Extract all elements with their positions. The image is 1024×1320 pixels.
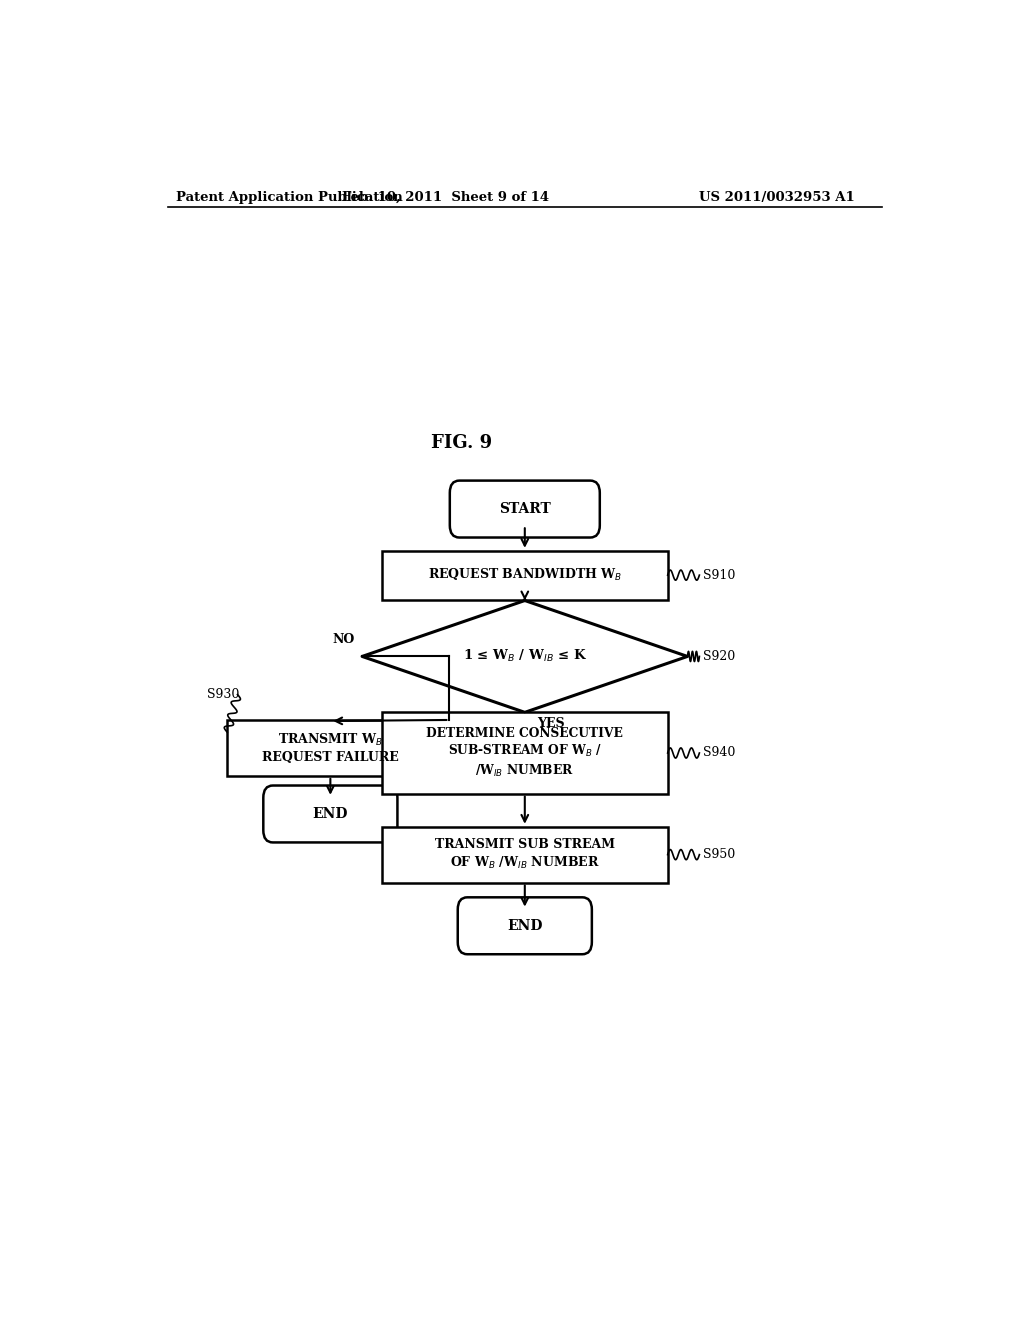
Text: TRANSMIT SUB STREAM
OF W$_B$ /W$_{IB}$ NUMBER: TRANSMIT SUB STREAM OF W$_B$ /W$_{IB}$ N… <box>435 838 614 871</box>
FancyBboxPatch shape <box>458 898 592 954</box>
Bar <box>382 826 668 883</box>
Bar <box>382 550 668 599</box>
Polygon shape <box>362 601 687 713</box>
Bar <box>227 719 433 776</box>
Text: REQUEST BANDWIDTH W$_B$: REQUEST BANDWIDTH W$_B$ <box>428 568 622 583</box>
Bar <box>382 713 668 793</box>
FancyBboxPatch shape <box>263 785 397 842</box>
Text: START: START <box>499 502 551 516</box>
Text: Feb. 10, 2011  Sheet 9 of 14: Feb. 10, 2011 Sheet 9 of 14 <box>342 190 549 203</box>
Text: S910: S910 <box>703 569 735 582</box>
Text: END: END <box>312 807 348 821</box>
Text: S940: S940 <box>703 747 735 759</box>
Text: YES: YES <box>537 718 564 730</box>
Text: S950: S950 <box>703 849 735 861</box>
Text: S920: S920 <box>703 649 735 663</box>
Text: NO: NO <box>332 634 354 647</box>
Text: TRANSMIT W$_B$
REQUEST FAILURE: TRANSMIT W$_B$ REQUEST FAILURE <box>262 731 398 764</box>
Text: END: END <box>507 919 543 933</box>
Text: FIG. 9: FIG. 9 <box>431 434 492 451</box>
FancyBboxPatch shape <box>450 480 600 537</box>
Text: Patent Application Publication: Patent Application Publication <box>176 190 402 203</box>
Text: 1 ≤ W$_B$ / W$_{IB}$ ≤ K: 1 ≤ W$_B$ / W$_{IB}$ ≤ K <box>463 648 587 664</box>
Text: S930: S930 <box>207 688 240 701</box>
Text: US 2011/0032953 A1: US 2011/0032953 A1 <box>699 190 855 203</box>
Text: DETERMINE CONSECUTIVE
SUB-STREAM OF W$_B$ /
/W$_{IB}$ NUMBER: DETERMINE CONSECUTIVE SUB-STREAM OF W$_B… <box>426 727 624 779</box>
